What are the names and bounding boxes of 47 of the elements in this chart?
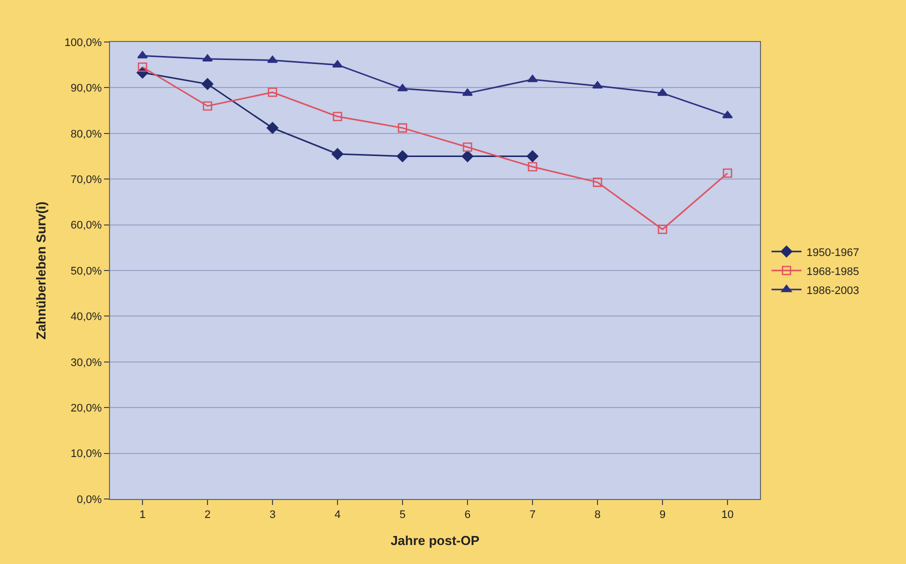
point: [332, 112, 342, 122]
point: [396, 150, 408, 162]
x-tick-label: 9: [659, 509, 666, 522]
point: [138, 62, 148, 72]
y-tick-label: 50,0%: [70, 265, 102, 278]
y-tick-label: 60,0%: [70, 220, 102, 232]
point: [526, 150, 538, 162]
x-tick-label: 10: [721, 509, 734, 522]
point: [202, 54, 213, 62]
y-tick-label: 20,0%: [70, 402, 102, 414]
point: [332, 148, 344, 160]
y-axis-title: Zahnüberleben Surv(i): [33, 202, 48, 340]
point: [722, 110, 733, 118]
y-tick-label: 10,0%: [70, 448, 102, 460]
x-tick-label: 1: [139, 509, 146, 522]
y-tick-label: 30,0%: [70, 356, 102, 369]
y-tick-label: 70,0%: [70, 174, 102, 186]
y-tick-label: 0,0%: [76, 494, 102, 506]
point: [268, 88, 278, 97]
point: [527, 74, 538, 82]
x-tick-label: 3: [269, 509, 276, 522]
y-tick-label: 90,0%: [70, 82, 102, 95]
point: [397, 84, 408, 92]
point: [658, 224, 668, 234]
point: [202, 101, 212, 111]
y-tick-label: 100,0%: [64, 36, 102, 49]
legend-label: 1968-1985: [806, 266, 860, 278]
y-tick-label: 40,0%: [70, 311, 102, 324]
legend-label: 1950-1967: [806, 246, 860, 259]
y-tick-label: 80,0%: [70, 128, 102, 140]
legend-label: 1986-2003: [806, 284, 860, 297]
x-tick-label: 6: [464, 509, 471, 522]
point: [722, 168, 732, 178]
x-tick-label: 2: [204, 509, 211, 522]
x-tick-label: 8: [594, 509, 601, 522]
point: [528, 162, 538, 172]
point: [592, 178, 602, 187]
x-tick-label: 7: [529, 509, 536, 522]
x-tick-label: 4: [334, 509, 341, 522]
point: [202, 78, 214, 90]
point: [462, 142, 472, 152]
point: [398, 123, 408, 133]
point: [266, 122, 278, 134]
x-tick-label: 5: [399, 509, 406, 522]
x-axis-title: Jahre post-OP: [390, 532, 480, 548]
point: [462, 150, 474, 162]
point: [592, 81, 603, 89]
